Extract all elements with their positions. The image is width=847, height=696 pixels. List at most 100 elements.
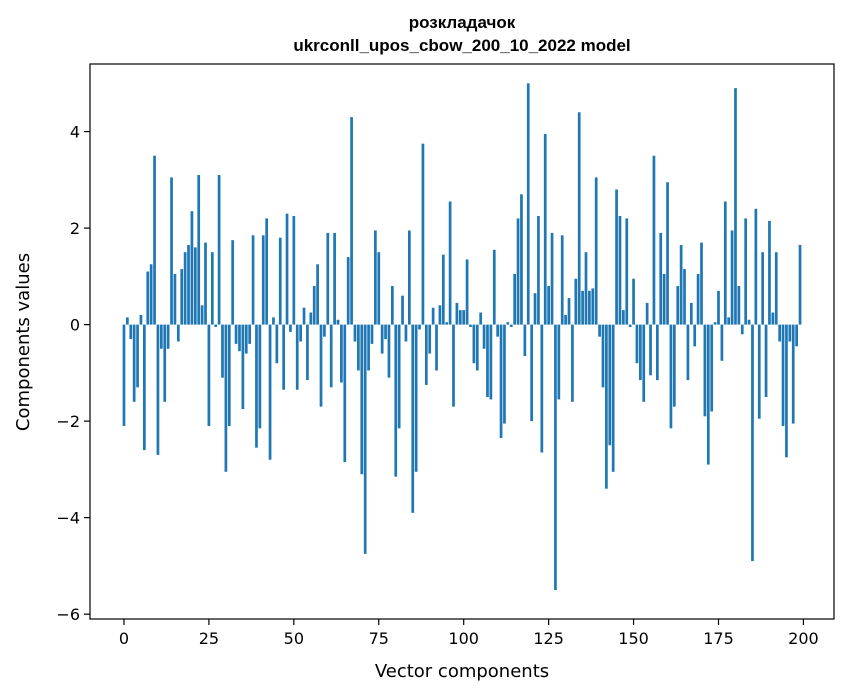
bar-38 — [251, 235, 255, 325]
bar-133 — [574, 278, 578, 325]
bar-23 — [200, 305, 204, 325]
bar-135 — [581, 290, 584, 325]
bar-68 — [353, 324, 357, 342]
bar-76 — [380, 324, 384, 354]
bar-57 — [316, 264, 319, 325]
bar-121 — [533, 293, 537, 325]
bar-67 — [350, 117, 353, 325]
bar-198 — [795, 324, 798, 347]
bar-116 — [516, 218, 520, 325]
bar-184 — [747, 319, 751, 325]
bar-187 — [757, 324, 761, 419]
bar-31 — [227, 324, 231, 426]
bar-24 — [204, 242, 207, 325]
bar-86 — [414, 324, 418, 472]
bar-12 — [163, 324, 167, 402]
bar-165 — [683, 269, 686, 325]
bar-97 — [452, 324, 455, 407]
bar-136 — [584, 252, 588, 325]
bar-188 — [761, 252, 765, 325]
bar-21 — [193, 247, 197, 325]
bar-176 — [720, 324, 724, 361]
bar-15 — [173, 273, 177, 325]
bar-169 — [696, 273, 700, 325]
bar-99 — [458, 310, 462, 325]
x-axis-label: Vector components — [375, 661, 549, 682]
bar-101 — [465, 259, 469, 325]
bar-137 — [588, 290, 591, 325]
bar-195 — [785, 324, 788, 458]
bar-126 — [550, 232, 554, 325]
bar-154 — [645, 302, 649, 325]
bar-115 — [513, 273, 517, 325]
bar-30 — [224, 324, 228, 472]
bar-199 — [798, 244, 802, 325]
bar-17 — [180, 269, 184, 325]
bar-109 — [492, 249, 496, 325]
bar-19 — [187, 244, 190, 325]
bar-65 — [343, 324, 347, 463]
bar-150 — [632, 278, 635, 325]
y-axis-label: Components values — [13, 253, 34, 431]
bar-61 — [329, 324, 333, 388]
x-tick-label: 150 — [618, 629, 649, 648]
bar-81 — [397, 324, 401, 429]
x-tick-label: 175 — [703, 629, 734, 648]
bar-3 — [132, 324, 136, 402]
bar-113 — [506, 322, 510, 325]
y-tick-label: 0 — [70, 316, 80, 335]
bar-118 — [523, 324, 527, 356]
bar-178 — [727, 317, 731, 325]
bar-190 — [768, 220, 771, 325]
bar-105 — [479, 312, 483, 325]
bar-173 — [710, 324, 714, 412]
y-tick-label: −6 — [56, 605, 80, 624]
bar-160 — [666, 182, 669, 325]
bar-155 — [649, 324, 652, 376]
bar-120 — [530, 324, 534, 422]
bar-77 — [384, 324, 387, 340]
bar-103 — [472, 324, 476, 364]
y-tick-label: −2 — [56, 412, 80, 431]
bar-74 — [374, 230, 377, 325]
y-tick-label: −4 — [56, 509, 80, 528]
bar-168 — [693, 324, 697, 347]
bar-27 — [214, 324, 218, 328]
bar-39 — [255, 324, 258, 448]
bar-167 — [689, 302, 693, 325]
bar-58 — [319, 324, 323, 407]
bar-37 — [248, 324, 252, 344]
bar-122 — [537, 216, 540, 325]
bar-49 — [289, 324, 292, 332]
bar-10 — [156, 324, 160, 455]
bar-166 — [686, 324, 690, 381]
bar-63 — [336, 319, 340, 325]
bar-62 — [333, 232, 336, 325]
bar-172 — [706, 324, 710, 465]
bar-162 — [672, 324, 676, 407]
x-tick-label: 75 — [369, 629, 389, 648]
x-tick-label: 100 — [448, 629, 479, 648]
bar-147 — [622, 310, 625, 325]
bar-87 — [418, 324, 421, 330]
chart-subtitle: ukrconll_upos_cbow_200_10_2022 model — [293, 36, 630, 55]
y-axis-ticks: −6 −4 −2 0 2 4 — [56, 123, 90, 624]
bar-145 — [615, 189, 618, 325]
bar-73 — [370, 324, 374, 344]
bar-48 — [285, 213, 289, 325]
bar-139 — [594, 177, 598, 325]
bar-26 — [210, 252, 214, 325]
bar-102 — [469, 324, 472, 328]
bar-111 — [499, 324, 503, 439]
bar-75 — [377, 252, 381, 325]
bar-79 — [390, 286, 394, 325]
bar-43 — [268, 324, 272, 460]
bar-88 — [421, 143, 425, 325]
bar-191 — [771, 312, 775, 325]
bar-34 — [238, 324, 241, 352]
bar-2 — [129, 324, 133, 340]
bar-33 — [234, 324, 238, 344]
bar-152 — [638, 324, 642, 381]
bar-175 — [717, 290, 720, 325]
